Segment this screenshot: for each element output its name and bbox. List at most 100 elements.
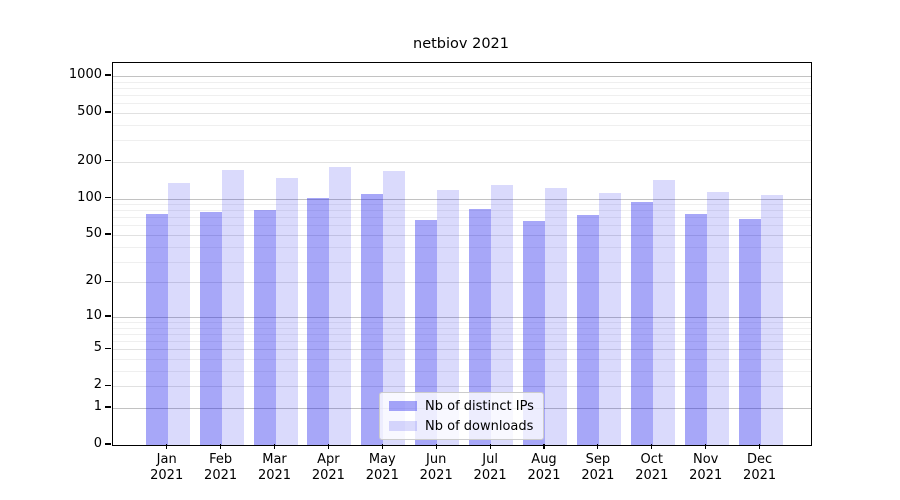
bar-distinct-ips-sep [576, 215, 599, 445]
bar-downloads-aug [545, 188, 567, 445]
bar-downloads-may [383, 170, 406, 445]
bar-downloads-feb [221, 170, 244, 445]
bar-downloads-nov [706, 191, 729, 445]
x-tick-label-aug: Aug 2021 [527, 452, 561, 483]
y-tick-mark [105, 347, 111, 349]
minor-gridline [113, 103, 811, 105]
y-tick-mark [105, 280, 111, 282]
x-tick-label-apr: Apr 2021 [311, 452, 345, 483]
x-tick-mark [166, 444, 168, 449]
legend-label-distinct-ips: Nb of distinct IPs [425, 398, 534, 414]
minor-gridline [113, 140, 811, 142]
minor-gridline [113, 341, 811, 343]
minor-gridline [113, 217, 811, 219]
minor-gridline [113, 95, 811, 97]
major-gridline [113, 161, 811, 163]
x-tick-mark [597, 444, 599, 449]
major-gridline [113, 282, 811, 284]
x-tick-label-jul: Jul 2021 [473, 452, 507, 483]
major-gridline [113, 235, 811, 237]
bar-downloads-dec [760, 195, 783, 445]
minor-gridline [113, 246, 811, 248]
x-tick-label-feb: Feb 2021 [204, 452, 238, 483]
y-tick-label: 20 [85, 273, 102, 289]
plot-area [112, 62, 812, 446]
minor-gridline [113, 327, 811, 329]
major-gridline [113, 349, 811, 351]
x-tick-label-jun: Jun 2021 [419, 452, 453, 483]
x-tick-label-mar: Mar 2021 [257, 452, 292, 483]
bar-distinct-ips-feb [199, 211, 222, 445]
y-tick-mark [105, 315, 111, 317]
bar-distinct-ips-mar [253, 210, 276, 445]
y-tick-mark [105, 406, 111, 408]
y-tick-label: 2 [93, 377, 102, 393]
x-tick-mark [381, 444, 383, 449]
y-tick-mark [105, 111, 111, 113]
minor-gridline [113, 322, 811, 324]
bar-distinct-ips-may [361, 194, 384, 445]
x-tick-label-may: May 2021 [365, 452, 399, 483]
x-tick-label-oct: Oct 2021 [635, 452, 669, 483]
chart-title: netbiov 2021 [413, 36, 509, 52]
major-gridline [113, 386, 811, 388]
y-tick-mark [105, 74, 111, 76]
bar-downloads-apr [329, 166, 352, 445]
y-tick-label: 1000 [68, 67, 102, 83]
legend-item-distinct-ips: Nb of distinct IPs [389, 398, 534, 414]
x-tick-mark [759, 444, 761, 449]
minor-gridline [113, 81, 811, 83]
y-tick-label: 10 [85, 307, 102, 323]
x-tick-mark [651, 444, 653, 449]
bar-distinct-ips-jul [469, 209, 492, 445]
minor-gridline [113, 124, 811, 126]
decade-gridline [113, 316, 811, 318]
bar-distinct-ips-aug [523, 221, 545, 445]
minor-gridline [113, 370, 811, 372]
bar-downloads-oct [652, 180, 675, 445]
legend-swatch-downloads [389, 421, 417, 431]
x-tick-mark [435, 444, 437, 449]
bar-distinct-ips-nov [684, 214, 707, 445]
x-tick-mark [327, 444, 329, 449]
bar-downloads-jan [167, 183, 190, 445]
bar-distinct-ips-dec [738, 218, 761, 445]
y-tick-label: 100 [77, 189, 102, 205]
y-tick-label: 200 [77, 152, 102, 168]
bar-downloads-mar [275, 178, 298, 445]
minor-gridline [113, 359, 811, 361]
x-tick-mark [543, 444, 545, 449]
x-tick-mark [273, 444, 276, 449]
legend-label-downloads: Nb of downloads [425, 418, 534, 434]
bar-distinct-ips-jan [145, 214, 168, 445]
x-tick-mark [489, 444, 491, 449]
minor-gridline [113, 333, 811, 335]
bar-distinct-ips-apr [307, 198, 330, 445]
minor-gridline [113, 87, 811, 89]
y-tick-mark [105, 196, 111, 199]
bar-downloads-jul [491, 185, 514, 445]
y-tick-mark [105, 443, 111, 445]
x-tick-label-dec: Dec 2021 [743, 452, 777, 483]
bar-downloads-jun [437, 190, 460, 445]
decade-gridline [113, 76, 811, 78]
bar-distinct-ips-jun [415, 219, 438, 445]
minor-gridline [113, 225, 811, 227]
decade-gridline [113, 198, 811, 200]
y-tick-mark [105, 160, 111, 162]
x-tick-mark [220, 444, 222, 449]
major-gridline [113, 113, 811, 115]
y-tick-mark [105, 233, 111, 235]
x-tick-label-sep: Sep 2021 [581, 452, 615, 483]
minor-gridline [113, 261, 811, 263]
bar-distinct-ips-oct [630, 202, 653, 445]
legend-item-downloads: Nb of downloads [389, 418, 534, 434]
y-tick-mark [105, 384, 111, 386]
y-tick-label: 0 [93, 436, 102, 451]
x-tick-label-jan: Jan 2021 [150, 452, 184, 483]
y-tick-label: 5 [93, 340, 102, 356]
y-tick-label: 500 [77, 104, 102, 120]
x-tick-label-nov: Nov 2021 [689, 452, 723, 483]
minor-gridline [113, 204, 811, 206]
